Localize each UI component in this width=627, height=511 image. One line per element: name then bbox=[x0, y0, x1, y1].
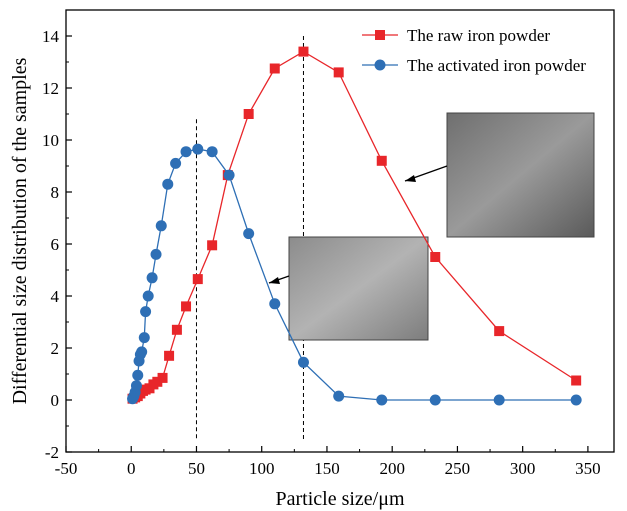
data-point-raw-18 bbox=[298, 46, 309, 57]
data-point-raw-8 bbox=[152, 376, 163, 387]
data-point-raw-9 bbox=[157, 372, 168, 383]
y-tick-label: 6 bbox=[51, 235, 60, 254]
data-point-raw-12 bbox=[181, 301, 192, 312]
data-point-activated-24 bbox=[376, 394, 388, 406]
data-point-raw-21 bbox=[430, 252, 441, 262]
y-tick-label: 2 bbox=[51, 339, 60, 358]
data-point-activated-8 bbox=[138, 332, 150, 344]
data-point-activated-27 bbox=[570, 394, 582, 406]
plot-border bbox=[65, 9, 615, 453]
legend-marker-raw bbox=[375, 30, 385, 40]
data-point-raw-16 bbox=[243, 109, 254, 119]
x-tick-label: 200 bbox=[379, 459, 405, 478]
series-1 bbox=[127, 143, 582, 406]
y-axis-title: Differential size distribution of the sa… bbox=[9, 57, 31, 404]
plot-frame bbox=[65, 9, 615, 453]
x-tick-label: -50 bbox=[55, 459, 78, 478]
y-tick-label: 0 bbox=[51, 391, 60, 410]
data-point-raw-20 bbox=[376, 155, 387, 166]
arrowhead-activated-image bbox=[269, 277, 280, 284]
data-point-activated-7 bbox=[136, 346, 148, 358]
data-point-activated-12 bbox=[150, 248, 162, 260]
x-tick-label: 250 bbox=[445, 459, 471, 478]
data-point-activated-16 bbox=[180, 146, 192, 158]
data-point-activated-13 bbox=[155, 220, 167, 232]
data-point-raw-23 bbox=[571, 375, 582, 386]
data-point-activated-11 bbox=[146, 272, 158, 284]
data-point-activated-10 bbox=[142, 290, 154, 302]
x-tick-label: 0 bbox=[127, 459, 136, 478]
data-point-activated-3 bbox=[130, 380, 142, 392]
legend-label-raw: The raw iron powder bbox=[407, 26, 550, 45]
data-point-activated-25 bbox=[429, 394, 441, 406]
data-point-activated-26 bbox=[493, 394, 505, 406]
data-point-activated-9 bbox=[140, 306, 152, 318]
y-tick-label: -2 bbox=[45, 443, 59, 462]
data-point-activated-20 bbox=[243, 228, 255, 240]
legend: The raw iron powder The activated iron p… bbox=[362, 26, 586, 75]
data-point-activated-21 bbox=[269, 298, 281, 310]
series-0 bbox=[127, 46, 582, 404]
data-point-raw-19 bbox=[333, 67, 344, 78]
reference-lines bbox=[195, 36, 304, 440]
series-layer bbox=[127, 46, 582, 406]
data-point-activated-19 bbox=[223, 169, 235, 181]
y-tick-label: 8 bbox=[51, 183, 60, 202]
x-tick-label: 150 bbox=[314, 459, 340, 478]
data-point-activated-4 bbox=[132, 369, 144, 381]
legend-marker-activated bbox=[374, 59, 386, 71]
data-point-raw-10 bbox=[164, 350, 175, 361]
pointer-arrows bbox=[268, 165, 448, 284]
y-tick-label: 14 bbox=[42, 27, 60, 46]
data-point-raw-14 bbox=[207, 240, 218, 251]
sem-inset-images bbox=[288, 112, 595, 341]
data-point-activated-18 bbox=[206, 146, 218, 158]
x-tick-label: 100 bbox=[249, 459, 275, 478]
data-point-activated-22 bbox=[297, 356, 309, 368]
legend-label-activated: The activated iron powder bbox=[407, 56, 586, 75]
y-tick-label: 4 bbox=[51, 287, 60, 306]
x-tick-label: 300 bbox=[510, 459, 536, 478]
data-point-activated-15 bbox=[170, 157, 182, 169]
data-point-raw-13 bbox=[192, 274, 203, 285]
y-tick-label: 12 bbox=[42, 79, 59, 98]
x-tick-label: 50 bbox=[188, 459, 205, 478]
data-point-activated-23 bbox=[333, 390, 345, 402]
series-line-1 bbox=[131, 148, 577, 401]
data-point-activated-17 bbox=[192, 143, 204, 155]
y-tick-label: 10 bbox=[42, 131, 59, 150]
data-point-raw-11 bbox=[171, 324, 182, 335]
x-axis-title: Particle size/μm bbox=[275, 488, 404, 510]
x-tick-label: 350 bbox=[575, 459, 601, 478]
sem-image-activated-powder bbox=[288, 236, 429, 341]
axes-layer: -50 0 50 100 150 200 250 300 350 -2 0 2 4 6 8 10 12 14 bbox=[42, 27, 601, 478]
data-point-raw-22 bbox=[494, 326, 505, 337]
arrowhead-raw-image bbox=[405, 175, 416, 182]
data-point-activated-14 bbox=[162, 178, 174, 190]
data-point-raw-17 bbox=[269, 63, 280, 74]
sem-image-raw-powder bbox=[446, 112, 595, 238]
